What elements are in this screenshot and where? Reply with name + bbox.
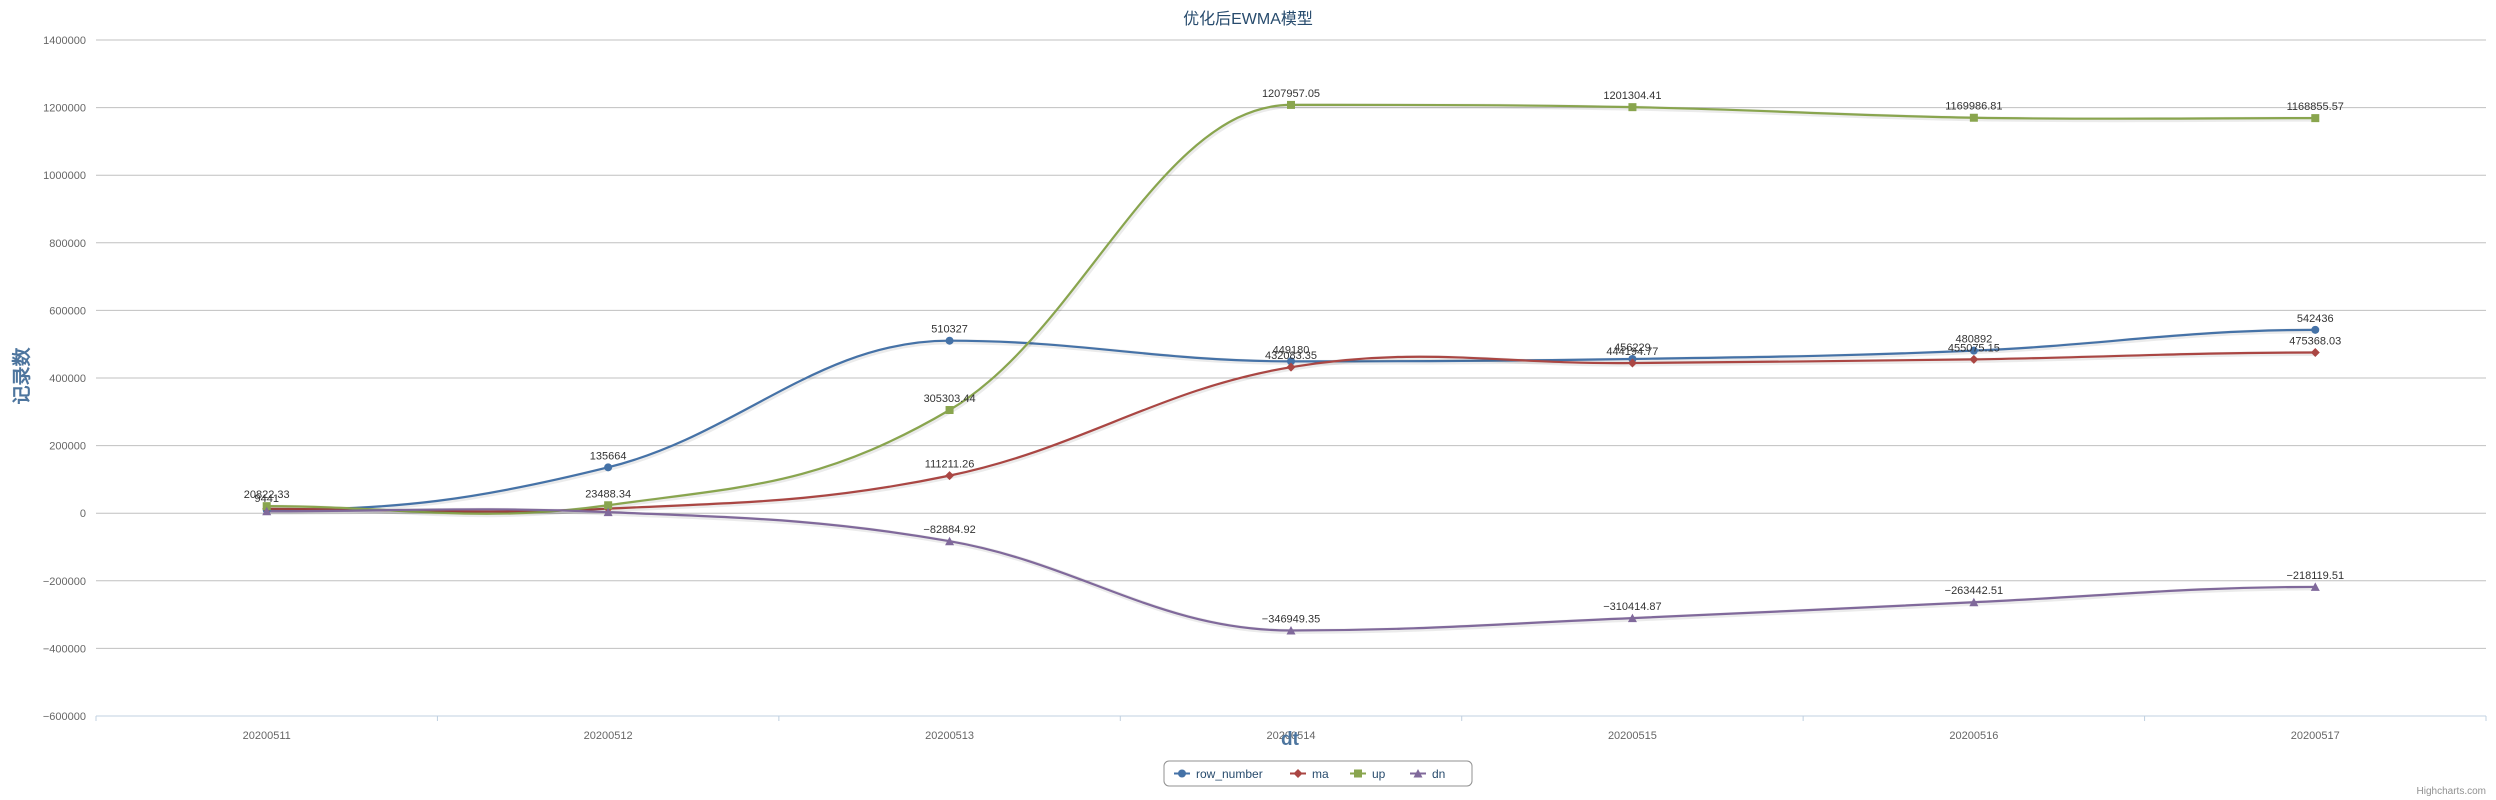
data-label-ma: 475368.03	[2289, 336, 2341, 348]
series-line-shadow-ma	[267, 351, 2317, 516]
y-axis-title: 记录数	[10, 347, 33, 405]
data-label-dn: −346949.35	[1262, 613, 1320, 625]
y-tick-label: −400000	[43, 643, 86, 655]
legend-label-ma[interactable]: ma	[1312, 767, 1329, 781]
data-label-ma: 111211.26	[925, 459, 975, 471]
data-point-row-number[interactable]	[1287, 357, 1295, 366]
y-tick-label: 400000	[49, 373, 86, 385]
legend-item-up[interactable]: up	[1350, 767, 1386, 781]
data-label-ma: 444194.77	[1606, 346, 1658, 358]
series-markers[interactable]	[262, 100, 2320, 635]
data-label-dn: −310414.87	[1603, 601, 1661, 613]
x-tick-label: 20200513	[925, 730, 974, 742]
y-tick-label: 1000000	[43, 170, 86, 182]
gridlines	[96, 39, 2486, 717]
data-point-up[interactable]	[2311, 114, 2320, 123]
data-label-dn: −218119.51	[2286, 570, 2344, 582]
data-label-row-number: 510327	[931, 324, 968, 336]
y-tick-label: 1400000	[43, 35, 86, 47]
data-label-up: 1169986.81	[1945, 101, 2002, 113]
x-tick-label: 20200515	[1608, 730, 1657, 742]
data-point-dn[interactable]	[1969, 597, 1979, 607]
x-tick-label: 20200516	[1949, 730, 1998, 742]
data-label-up: 20822.33	[244, 489, 290, 501]
data-label-row-number: 9441	[254, 493, 278, 505]
series-line-dn[interactable]	[266, 508, 2316, 632]
legend-marker-dn	[1413, 769, 1423, 778]
data-label-row-number: 456229	[1614, 342, 1651, 354]
data-point-up[interactable]	[262, 502, 271, 511]
y-tick-label: 200000	[49, 441, 86, 453]
legend-label-dn[interactable]: dn	[1432, 767, 1445, 781]
data-point-row-number[interactable]	[2311, 325, 2320, 334]
legend: row_number ma up dn	[1163, 760, 1473, 787]
data-point-up[interactable]	[945, 406, 954, 415]
data-label-ma: 432083.35	[1265, 350, 1317, 362]
legend-marker-ma	[1293, 769, 1303, 778]
data-point-up[interactable]	[604, 501, 613, 510]
data-label-row-number: 542436	[2297, 313, 2334, 325]
legend-marker-up	[1354, 769, 1362, 778]
data-point-ma[interactable]	[1286, 362, 1296, 372]
series-line-ma[interactable]	[266, 351, 2316, 513]
legend-marker-row-number	[1178, 769, 1186, 778]
data-point-ma[interactable]	[1627, 358, 1637, 368]
y-tick-label: −600000	[43, 711, 86, 723]
data-point-dn[interactable]	[2310, 582, 2320, 591]
legend-item-row-number[interactable]: row_number	[1174, 767, 1263, 781]
data-label-dn: −263442.51	[1945, 585, 2003, 597]
x-tick-label: 20200517	[2291, 730, 2340, 742]
data-point-up[interactable]	[1628, 103, 1637, 112]
legend-item-dn[interactable]: dn	[1410, 767, 1445, 781]
data-point-ma[interactable]	[945, 471, 955, 481]
data-label-dn: −82884.92	[923, 524, 975, 536]
y-tick-label: 800000	[49, 238, 86, 250]
x-axis-title: dt	[1281, 729, 1300, 750]
data-point-ma[interactable]	[1969, 354, 1979, 364]
credits-link[interactable]: Highcharts.com	[2417, 786, 2486, 797]
data-label-up: 1168855.57	[2287, 101, 2344, 113]
y-tick-label: −200000	[43, 576, 86, 588]
data-label-up: 305303.44	[924, 393, 976, 405]
data-point-up[interactable]	[1287, 100, 1295, 109]
data-point-dn[interactable]	[1627, 613, 1637, 623]
x-tick-label: 20200514	[1267, 730, 1316, 742]
data-label-row-number: 449180	[1273, 344, 1310, 356]
data-point-row-number[interactable]	[1969, 346, 1978, 355]
data-point-row-number[interactable]	[604, 463, 613, 472]
data-label-up: 1201304.41	[1603, 90, 1661, 102]
y-tick-label: 0	[80, 508, 86, 520]
x-tick-label: 20200512	[584, 730, 633, 742]
data-label-up: 1207957.05	[1262, 88, 1320, 100]
series-line-up[interactable]	[266, 103, 2316, 515]
data-point-row-number[interactable]	[945, 336, 954, 345]
legend-item-ma[interactable]: ma	[1290, 767, 1329, 781]
x-tick-label: 20200511	[243, 730, 291, 742]
chart-title: 优化后EWMA模型	[1183, 10, 1313, 28]
data-label-ma: 455075.15	[1948, 342, 2000, 354]
data-point-dn[interactable]	[603, 507, 613, 517]
data-point-ma[interactable]	[2310, 348, 2320, 358]
data-label-up: 23488.34	[585, 488, 631, 500]
data-label-row-number: 135664	[590, 450, 627, 462]
data-labels: 9441 135664 510327 449180 456229 480892 542436…	[244, 88, 2344, 626]
axes: −600000 −400000 −200000 0 200000 400000 600000…	[43, 35, 2487, 742]
data-label-row-number: 480892	[1955, 334, 1992, 346]
y-tick-label: 600000	[49, 305, 86, 317]
legend-label-row-number[interactable]: row_number	[1196, 767, 1263, 781]
legend-label-up[interactable]: up	[1372, 767, 1386, 781]
y-tick-label: 1200000	[43, 103, 86, 115]
data-point-up[interactable]	[1969, 113, 1978, 122]
legend-box	[1163, 760, 1473, 787]
data-point-dn[interactable]	[262, 506, 272, 516]
data-point-dn[interactable]	[1286, 625, 1296, 635]
data-point-dn[interactable]	[945, 536, 955, 546]
